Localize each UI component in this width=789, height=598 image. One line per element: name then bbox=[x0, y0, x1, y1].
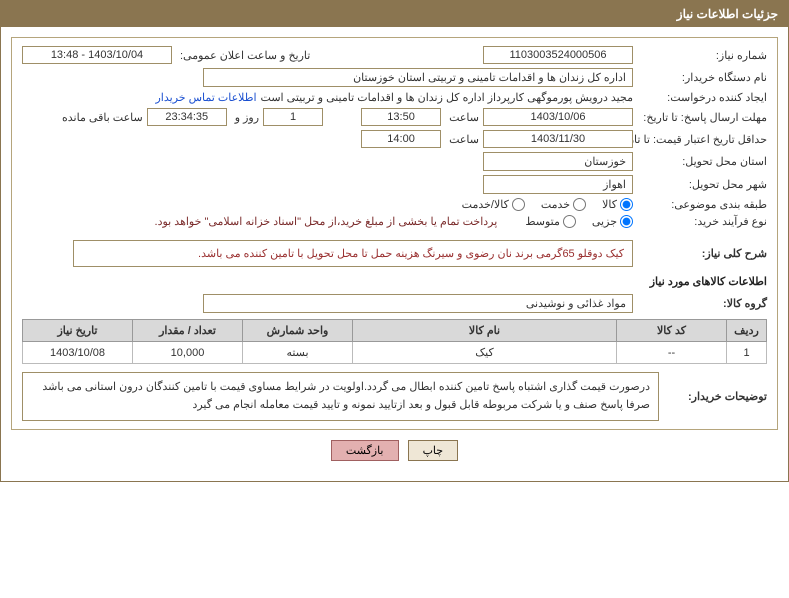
time-left-value: 23:34:35 bbox=[147, 108, 227, 126]
deadline-label: مهلت ارسال پاسخ: تا تاریخ: bbox=[637, 111, 767, 124]
th-unit: واحد شمارش bbox=[243, 320, 353, 342]
remaining-label: ساعت باقی مانده bbox=[58, 111, 143, 124]
th-code: کد کالا bbox=[617, 320, 727, 342]
min-valid-time-value: 14:00 bbox=[361, 130, 441, 148]
buy-type-label: نوع فرآیند خرید: bbox=[637, 215, 767, 228]
goods-group-value: مواد غذائی و نوشیدنی bbox=[203, 294, 633, 313]
days-left-value: 1 bbox=[263, 108, 323, 126]
city-label: شهر محل تحویل: bbox=[637, 178, 767, 191]
buy-type-radio-medium[interactable]: متوسط bbox=[525, 215, 576, 228]
announce-dt-label: تاریخ و ساعت اعلان عمومی: bbox=[176, 49, 310, 62]
cell-unit: بسته bbox=[243, 342, 353, 364]
table-row: 1 -- کیک بسته 10,000 1403/10/08 bbox=[23, 342, 767, 364]
buyer-notes-label: توضیحات خریدار: bbox=[667, 390, 767, 403]
back-button[interactable]: بازگشت bbox=[331, 440, 399, 461]
footer-buttons: چاپ بازگشت bbox=[11, 430, 778, 471]
cell-date: 1403/10/08 bbox=[23, 342, 133, 364]
hour-label-1: ساعت bbox=[445, 111, 479, 124]
print-button[interactable]: چاپ bbox=[408, 440, 459, 461]
province-label: استان محل تحویل: bbox=[637, 155, 767, 168]
overall-desc-label: شرح کلی نیاز: bbox=[637, 247, 767, 260]
cell-qty: 10,000 bbox=[133, 342, 243, 364]
buy-type-radio-group: جزیی متوسط bbox=[525, 215, 633, 228]
goods-group-label: گروه کالا: bbox=[637, 297, 767, 310]
goods-table: ردیف کد کالا نام کالا واحد شمارش تعداد /… bbox=[22, 319, 767, 364]
th-date: تاریخ نیاز bbox=[23, 320, 133, 342]
category-radio-both[interactable]: کالا/خدمت bbox=[462, 198, 525, 211]
th-name: نام کالا bbox=[353, 320, 617, 342]
announce-dt-value: 1403/10/04 - 13:48 bbox=[22, 46, 172, 64]
title-bar: جزئیات اطلاعات نیاز bbox=[1, 1, 788, 27]
category-label: طبقه بندی موضوعی: bbox=[637, 198, 767, 211]
buyer-org-label: نام دستگاه خریدار: bbox=[637, 71, 767, 84]
payment-note: پرداخت تمام یا بخشی از مبلغ خرید،از محل … bbox=[155, 215, 498, 228]
cell-name: کیک bbox=[353, 342, 617, 364]
hour-label-2: ساعت bbox=[445, 133, 479, 146]
window: جزئیات اطلاعات نیاز شماره نیاز: 11030035… bbox=[0, 0, 789, 482]
cell-row: 1 bbox=[727, 342, 767, 364]
content-area: شماره نیاز: 1103003524000506 تاریخ و ساع… bbox=[1, 27, 788, 481]
min-valid-label: حداقل تاریخ اعتبار قیمت: تا تاریخ: bbox=[637, 133, 767, 146]
deadline-time-value: 13:50 bbox=[361, 108, 441, 126]
th-qty: تعداد / مقدار bbox=[133, 320, 243, 342]
buyer-org-value: اداره کل زندان ها و اقدامات تامینی و ترب… bbox=[203, 68, 633, 87]
table-header-row: ردیف کد کالا نام کالا واحد شمارش تعداد /… bbox=[23, 320, 767, 342]
province-value: خوزستان bbox=[483, 152, 633, 171]
category-radio-goods[interactable]: کالا bbox=[602, 198, 633, 211]
requester-label: ایجاد کننده درخواست: bbox=[637, 91, 767, 104]
need-number-label: شماره نیاز: bbox=[637, 49, 767, 62]
requester-value: مجید درویش پورموگهی کارپرداز اداره کل زن… bbox=[261, 91, 633, 104]
deadline-date-value: 1403/10/06 bbox=[483, 108, 633, 126]
need-number-value: 1103003524000506 bbox=[483, 46, 633, 64]
buyer-notes-value: درصورت قیمت گذاری اشتباه پاسخ تامین کنند… bbox=[22, 372, 659, 421]
overall-desc-value: کیک دوقلو 65گرمی برند نان رضوی و سیرنگ ه… bbox=[73, 240, 633, 267]
min-valid-date-value: 1403/11/30 bbox=[483, 130, 633, 148]
main-panel: شماره نیاز: 1103003524000506 تاریخ و ساع… bbox=[11, 37, 778, 430]
contact-link[interactable]: اطلاعات تماس خریدار bbox=[155, 91, 256, 104]
category-radio-service[interactable]: خدمت bbox=[541, 198, 586, 211]
category-radio-group: کالا خدمت کالا/خدمت bbox=[462, 198, 633, 211]
buy-type-radio-minor[interactable]: جزیی bbox=[592, 215, 633, 228]
days-and-label: روز و bbox=[231, 111, 259, 124]
city-value: اهواز bbox=[483, 175, 633, 194]
cell-code: -- bbox=[617, 342, 727, 364]
goods-info-heading: اطلاعات کالاهای مورد نیاز bbox=[22, 275, 767, 288]
th-row: ردیف bbox=[727, 320, 767, 342]
